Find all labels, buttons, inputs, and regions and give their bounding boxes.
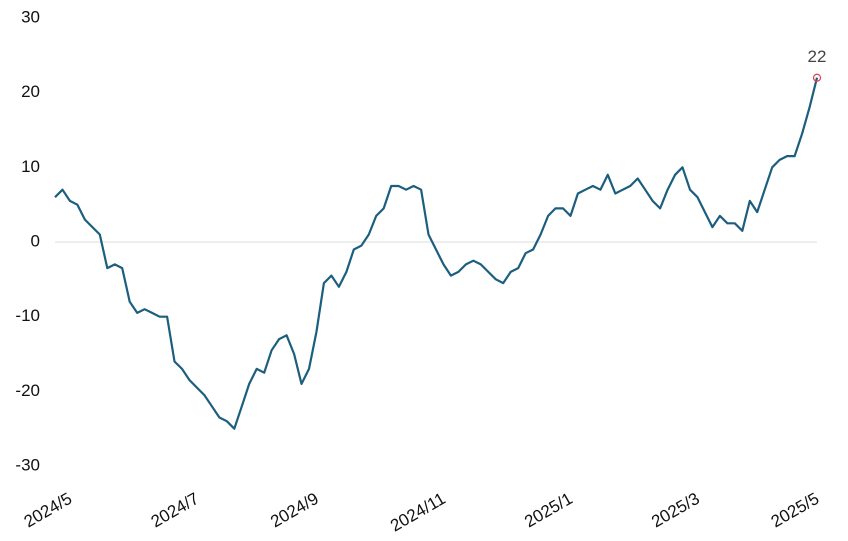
end-label: 22	[808, 47, 827, 66]
y-tick-label: -20	[15, 381, 40, 400]
y-tick-label: 20	[21, 82, 40, 101]
x-tick-label: 2025/1	[521, 489, 576, 531]
line	[54, 77, 819, 430]
y-tick-label: 30	[21, 7, 40, 26]
x-tick-label: 2024/5	[21, 489, 76, 531]
end-marker	[812, 73, 822, 82]
y-tick-label: 0	[31, 231, 40, 250]
x-tick-label: 2024/9	[267, 489, 322, 531]
x-tick-label: 2025/5	[768, 489, 823, 531]
y-tick-label: -30	[15, 455, 40, 474]
y-tick-label: -10	[15, 306, 40, 325]
y-tick-label: 10	[21, 157, 40, 176]
x-tick-label: 2024/11	[387, 489, 449, 536]
x-tick-label: 2025/3	[648, 489, 703, 531]
x-tick-label: 2024/7	[148, 489, 203, 531]
